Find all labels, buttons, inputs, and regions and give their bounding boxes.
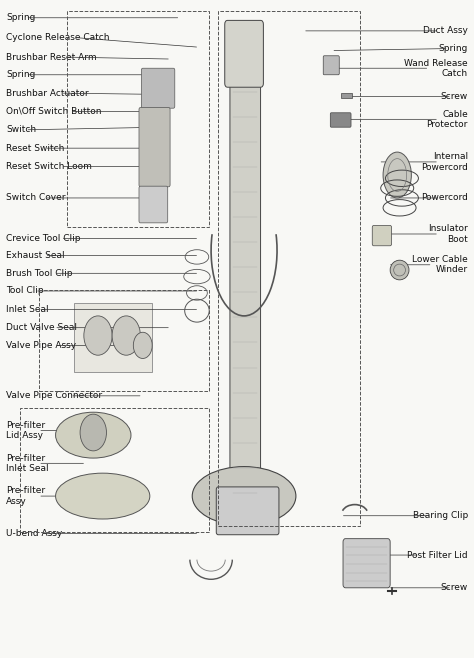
FancyBboxPatch shape — [141, 68, 175, 108]
Text: Cyclone Release Catch: Cyclone Release Catch — [6, 33, 109, 42]
Text: Exhaust Seal: Exhaust Seal — [6, 251, 65, 260]
FancyBboxPatch shape — [216, 487, 279, 535]
FancyBboxPatch shape — [330, 113, 351, 127]
Text: Duct Assy: Duct Assy — [423, 26, 468, 36]
Circle shape — [80, 414, 107, 451]
Text: Insulator
Boot: Insulator Boot — [428, 224, 468, 243]
FancyBboxPatch shape — [225, 20, 264, 88]
Text: Valve Pipe Assy: Valve Pipe Assy — [6, 341, 76, 350]
Text: U-bend Assy: U-bend Assy — [6, 529, 63, 538]
Text: Reset Switch Loom: Reset Switch Loom — [6, 162, 92, 171]
Bar — [341, 93, 353, 98]
Ellipse shape — [390, 260, 409, 280]
Text: Valve Pipe Connector: Valve Pipe Connector — [6, 392, 102, 400]
Circle shape — [84, 316, 112, 355]
Text: Switch: Switch — [6, 125, 36, 134]
Text: Bearing Clip: Bearing Clip — [413, 511, 468, 520]
Text: Tool Clip: Tool Clip — [6, 286, 44, 295]
Text: Switch Cover: Switch Cover — [6, 193, 65, 203]
Text: Cable
Protector: Cable Protector — [427, 110, 468, 129]
Text: Post Filter Lid: Post Filter Lid — [407, 551, 468, 559]
Circle shape — [112, 316, 140, 355]
FancyBboxPatch shape — [372, 226, 392, 246]
Text: Brushbar Actuator: Brushbar Actuator — [6, 89, 89, 97]
FancyBboxPatch shape — [230, 38, 261, 516]
Text: Pre-filter
Assy: Pre-filter Assy — [6, 486, 45, 506]
Text: Reset Switch: Reset Switch — [6, 143, 64, 153]
Bar — [39, 290, 209, 392]
Text: Spring: Spring — [6, 13, 36, 22]
Text: Lower Cable
Winder: Lower Cable Winder — [412, 255, 468, 274]
Text: Screw: Screw — [441, 92, 468, 101]
Text: Wand Release
Catch: Wand Release Catch — [404, 59, 468, 78]
Text: Spring: Spring — [6, 70, 36, 79]
Bar — [20, 407, 209, 532]
Text: Inlet Seal: Inlet Seal — [6, 305, 49, 314]
Bar — [74, 303, 152, 372]
FancyBboxPatch shape — [323, 56, 339, 75]
Text: Spring: Spring — [438, 44, 468, 53]
Text: Duct Valve Seal: Duct Valve Seal — [6, 323, 77, 332]
Ellipse shape — [55, 473, 150, 519]
Text: Brush Tool Clip: Brush Tool Clip — [6, 269, 73, 278]
Text: Internal
Powercord: Internal Powercord — [421, 152, 468, 172]
Text: Pre-filter
Inlet Seal: Pre-filter Inlet Seal — [6, 453, 49, 473]
FancyBboxPatch shape — [139, 186, 168, 223]
Ellipse shape — [192, 467, 296, 526]
Bar — [218, 11, 359, 526]
FancyBboxPatch shape — [139, 107, 170, 187]
Text: Screw: Screw — [441, 583, 468, 592]
Text: On\Off Switch Button: On\Off Switch Button — [6, 107, 101, 116]
Ellipse shape — [55, 412, 131, 458]
Text: Crevice Tool Clip: Crevice Tool Clip — [6, 234, 81, 243]
Ellipse shape — [383, 152, 411, 198]
FancyBboxPatch shape — [343, 539, 390, 588]
Text: Pre-filter
Lid Assy: Pre-filter Lid Assy — [6, 421, 45, 440]
Bar — [67, 11, 209, 228]
Text: Brushbar Reset Arm: Brushbar Reset Arm — [6, 53, 97, 62]
Circle shape — [133, 332, 152, 359]
Text: Powercord: Powercord — [421, 193, 468, 203]
